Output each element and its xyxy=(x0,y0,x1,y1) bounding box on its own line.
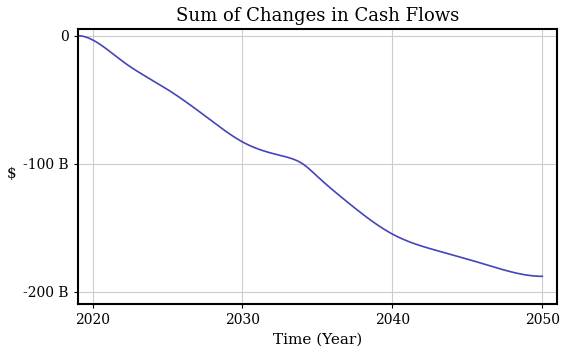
Y-axis label: $: $ xyxy=(7,167,16,181)
X-axis label: Time (Year): Time (Year) xyxy=(273,333,362,347)
Title: Sum of Changes in Cash Flows: Sum of Changes in Cash Flows xyxy=(176,7,459,25)
